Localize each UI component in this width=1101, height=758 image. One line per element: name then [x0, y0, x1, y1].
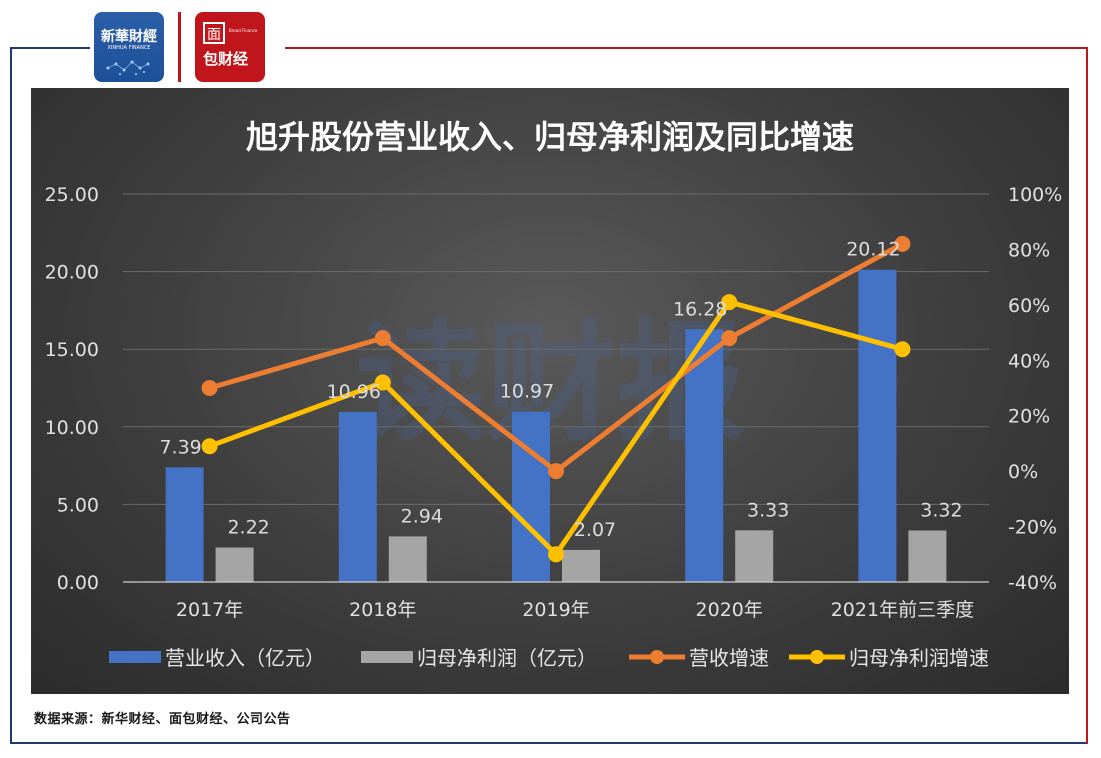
profit-data-label: 2.22	[227, 517, 269, 539]
legend-revenue-growth-marker	[650, 650, 664, 664]
y-right-tick-label: 20%	[1008, 406, 1050, 428]
revenue-bar	[685, 329, 724, 582]
legend-revenue-swatch	[109, 651, 161, 663]
y-right-tick-label: 0%	[1008, 461, 1038, 483]
revenue-data-label: 16.28	[673, 298, 727, 320]
legend-profit-swatch	[361, 651, 413, 663]
profit-data-label: 2.07	[574, 519, 616, 541]
revenue-growth-point	[374, 330, 391, 347]
chart-panel: 读财报 旭升股份营业收入、归母净利润及同比增速 7.39 10.96 10.97 16…	[31, 88, 1069, 694]
y-right-tick-label: 100%	[1008, 184, 1062, 206]
revenue-data-label: 7.39	[159, 436, 201, 458]
frame-bottom-line	[10, 742, 1088, 744]
x-tick-label: 2017年	[176, 599, 243, 621]
chart-svg: 读财报 旭升股份营业收入、归母净利润及同比增速 7.39 10.96 10.97 16…	[45, 118, 1063, 670]
profit-bar	[735, 530, 774, 582]
x-tick-label: 2020年	[696, 599, 763, 621]
x-tick-label: 2018年	[349, 599, 416, 621]
revenue-bar	[338, 411, 377, 582]
frame-top-left-line	[10, 47, 90, 49]
y-right-tick-label: -20%	[1008, 517, 1057, 539]
bread-finance-logo: 面 Bread Finance 包财经	[195, 12, 265, 82]
legend-profit-growth-marker	[810, 650, 824, 664]
frame-left-line	[10, 47, 12, 744]
x-tick-label: 2021年前三季度	[831, 599, 974, 621]
profit-data-label: 3.33	[747, 499, 789, 521]
y-left-tick-label: 0.00	[57, 572, 99, 594]
revenue-growth-point	[721, 330, 738, 347]
legend-revenue-label: 营业收入（亿元）	[165, 646, 325, 670]
profit-bar	[562, 549, 600, 582]
profit-growth-point	[894, 341, 911, 358]
y-right-tick-label: 40%	[1008, 350, 1050, 372]
xinhua-logo-dots	[106, 60, 150, 75]
revenue-bar	[165, 467, 204, 582]
x-tick-label: 2019年	[522, 599, 589, 621]
xinhua-finance-logo: 新華財經 XINHUA FINANCE	[94, 12, 164, 82]
legend-profit-label: 归母净利润（亿元）	[417, 646, 597, 670]
revenue-growth-point	[548, 463, 564, 480]
y-right-tick-label: 80%	[1008, 239, 1050, 261]
profit-data-label: 3.32	[920, 499, 962, 521]
bread-logo-bottom: 包财经	[203, 50, 249, 68]
revenue-bar	[512, 411, 550, 582]
legend-revenue-growth-label: 营收增速	[689, 646, 769, 670]
logo-divider	[178, 12, 181, 82]
profit-growth-point	[548, 546, 564, 563]
y-left-tick-label: 15.00	[45, 339, 99, 361]
revenue-data-label: 10.96	[327, 381, 381, 403]
frame-right-line	[1086, 47, 1088, 744]
xinhua-logo-text: 新華財經	[101, 29, 157, 45]
y-right-tick-label: 60%	[1008, 295, 1050, 317]
bread-logo-top: 面	[203, 22, 225, 44]
revenue-growth-point	[201, 380, 218, 396]
bread-logo-small: Bread Finance	[229, 28, 258, 33]
watermark: 读财报	[356, 307, 746, 459]
xinhua-logo-subtext: XINHUA FINANCE	[107, 45, 151, 51]
y-right-tick-label: -40%	[1008, 572, 1057, 594]
revenue-data-label: 20.12	[846, 239, 900, 261]
profit-growth-point	[721, 294, 738, 311]
y-left-tick-label: 5.00	[57, 494, 99, 516]
profit-growth-point	[201, 438, 218, 455]
data-source-note: 数据来源：新华财经、面包财经、公司公告	[34, 712, 291, 727]
revenue-data-label: 10.97	[500, 381, 554, 403]
y-left-tick-label: 20.00	[45, 262, 99, 284]
y-left-tick-label: 10.00	[45, 417, 99, 439]
y-left-tick-label: 25.00	[45, 184, 99, 206]
revenue-bar	[858, 269, 897, 582]
revenue-growth-point	[894, 235, 911, 252]
profit-bar	[215, 547, 254, 582]
profit-bar	[388, 536, 427, 582]
legend-profit-growth-label: 归母净利润增速	[849, 646, 989, 670]
profit-data-label: 2.94	[401, 505, 443, 527]
profit-bar	[908, 530, 947, 582]
frame-top-right-line	[285, 47, 1088, 49]
chart-title: 旭升股份营业收入、归母净利润及同比增速	[246, 118, 854, 156]
profit-growth-point	[374, 374, 391, 391]
